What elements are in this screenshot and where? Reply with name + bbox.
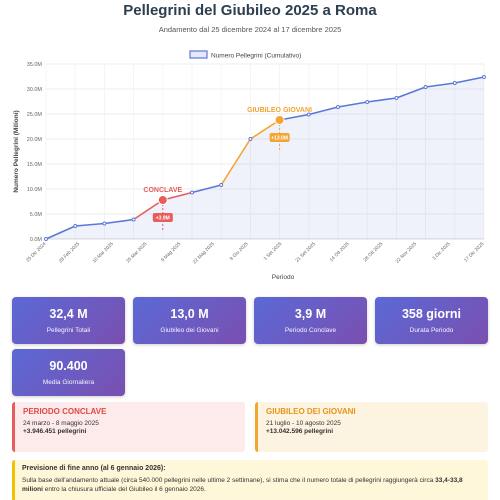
- data-point: [190, 190, 194, 195]
- series-line-segment: [395, 86, 427, 99]
- legend-swatch: [189, 50, 208, 59]
- data-point: [219, 183, 224, 187]
- stat-card-duration: 358 giorni Durata Periodo: [375, 297, 488, 344]
- data-point: [482, 75, 486, 79]
- series-line-segment: [162, 191, 193, 201]
- x-tick-label: 22 Mag 2025: [192, 241, 216, 265]
- x-tick-label: 9 Giu 2025: [229, 241, 250, 262]
- y-tick-label: 0.0M: [30, 237, 43, 243]
- forecast-highlight: 33,4-33,8 milioni: [22, 477, 463, 494]
- data-point: [102, 221, 107, 226]
- series-line-segment: [307, 106, 339, 116]
- data-point: [365, 100, 370, 104]
- page-title: Pellegrini del Giubileo 2025 a Roma: [123, 2, 377, 19]
- highlight-badge-text: +3.9M: [156, 216, 170, 222]
- y-tick-label: 5.0M: [30, 212, 43, 218]
- forecast-text-before: Sulla base dell'andamento attuale (circa…: [22, 477, 434, 484]
- series-line-segment: [103, 218, 135, 225]
- stat-card-daily-average: 90.400 Media Giornaliera: [12, 349, 125, 396]
- x-tick-label: 14 Ott 2025: [329, 241, 351, 263]
- stat-value: 90.400: [49, 359, 88, 373]
- series-line-segment: [453, 76, 485, 84]
- data-point: [248, 137, 253, 141]
- data-point: [306, 112, 311, 117]
- series-line-segment: [366, 97, 398, 103]
- stat-card-total: 32,4 M Pellegrini Totali: [12, 297, 125, 344]
- highlight-badge-text: +13.0M: [271, 136, 288, 142]
- x-tick-label: 25 Mar 2025: [125, 241, 149, 265]
- forecast-box: Previsione di fine anno (al 6 gennaio 20…: [12, 460, 488, 500]
- conclave-period-dates: 24 marzo - 8 maggio 2025: [23, 420, 99, 427]
- x-axis-title: Periodo: [272, 274, 295, 281]
- giovani-period-dates: 21 luglio - 10 agosto 2025: [266, 420, 341, 427]
- giovani-period-box: GIUBILEO DEI GIOVANI 21 luglio - 10 agos…: [255, 402, 488, 452]
- x-tick-label: 9 Mag 2025: [160, 241, 182, 263]
- data-point: [73, 224, 78, 228]
- x-tick-label: 28 Ott 2025: [362, 241, 384, 263]
- data-point: [394, 96, 399, 100]
- data-point: [44, 237, 48, 241]
- x-tick-label: 17 Dic 2025: [463, 241, 486, 264]
- y-tick-label: 20.0M: [27, 137, 43, 143]
- stat-value: 3,9 M: [294, 307, 327, 321]
- highlight-marker: [157, 195, 168, 205]
- y-tick-label: 15.0M: [27, 162, 43, 168]
- series-line-segment: [45, 225, 76, 240]
- series-line-segment: [249, 119, 281, 140]
- x-tick-label: 10 Mar 2025: [92, 241, 116, 265]
- y-tick-label: 10.0M: [27, 187, 43, 193]
- series-line-segment: [337, 101, 369, 108]
- stat-label: Pellegrini Totali: [46, 327, 91, 334]
- y-axis-title: Numero Pellegrini (Milioni): [13, 110, 20, 192]
- series-line-segment: [220, 138, 252, 186]
- x-tick-label: 21 Set 2025: [294, 241, 317, 264]
- y-tick-label: 30.0M: [27, 87, 43, 93]
- series-line-segment: [424, 82, 456, 88]
- conclave-period-title: PERIODO CONCLAVE: [23, 407, 107, 416]
- stat-label: Periodo Conclave: [284, 327, 337, 334]
- page-subtitle: Andamento dal 25 dicembre 2024 al 17 dic…: [158, 25, 342, 34]
- series-line-segment: [132, 199, 164, 221]
- x-tick-label: 1 Set 2025: [263, 241, 284, 262]
- series-line-segment: [191, 184, 222, 194]
- stat-card-giovani: 13,0 M Giubileo dei Giovani: [133, 297, 246, 344]
- stat-card-conclave: 3,9 M Periodo Conclave: [254, 297, 367, 344]
- highlight-label: GIUBILEO GIOVANI: [247, 107, 312, 114]
- stat-label: Media Giornaliera: [42, 379, 95, 386]
- data-point: [423, 85, 428, 89]
- conclave-period-box: PERIODO CONCLAVE 24 marzo - 8 maggio 202…: [12, 402, 245, 452]
- highlight-badge: [269, 133, 290, 142]
- giovani-period-title: GIUBILEO DEI GIOVANI: [266, 407, 356, 416]
- x-tick-label: 3 Dic 2025: [431, 241, 452, 262]
- data-point: [336, 105, 340, 109]
- x-tick-label: 28 Feb 2025: [58, 241, 82, 265]
- highlight-marker: [274, 115, 285, 125]
- stat-value: 32,4 M: [49, 307, 88, 321]
- data-point: [452, 81, 457, 85]
- highlight-badge: [152, 213, 173, 222]
- stat-label: Giubileo dei Giovani: [160, 327, 219, 334]
- stat-value: 13,0 M: [170, 307, 209, 321]
- stat-value: 358 giorni: [401, 307, 462, 321]
- forecast-text: Sulla base dell'andamento attuale (circa…: [22, 476, 481, 495]
- data-point: [131, 217, 136, 222]
- conclave-period-value: +3.946.451 pellegrini: [23, 428, 87, 435]
- y-tick-label: 25.0M: [27, 112, 43, 118]
- highlight-label: CONCLAVE: [143, 187, 182, 194]
- forecast-title: Previsione di fine anno (al 6 gennaio 20…: [22, 465, 166, 472]
- legend-label: Numero Pellegrini (Cumulativo): [211, 53, 301, 60]
- y-tick-label: 35.0M: [27, 62, 43, 68]
- pilgrims-line-chart: Numero Pellegrini (Cumulativo) 0.0M 5.0M 10…: [13, 50, 486, 281]
- series-area: [46, 77, 484, 239]
- forecast-text-after: entro la chiusura ufficiale del Giubileo…: [44, 486, 206, 494]
- giovani-period-value: +13.042.596 pellegrini: [266, 428, 334, 435]
- series-line-segment: [74, 222, 106, 227]
- stat-label: Durata Periodo: [409, 327, 454, 334]
- x-tick-label: 22 Nov 2025: [395, 241, 419, 265]
- x-tick-label: 25 Dic 2024: [25, 241, 48, 264]
